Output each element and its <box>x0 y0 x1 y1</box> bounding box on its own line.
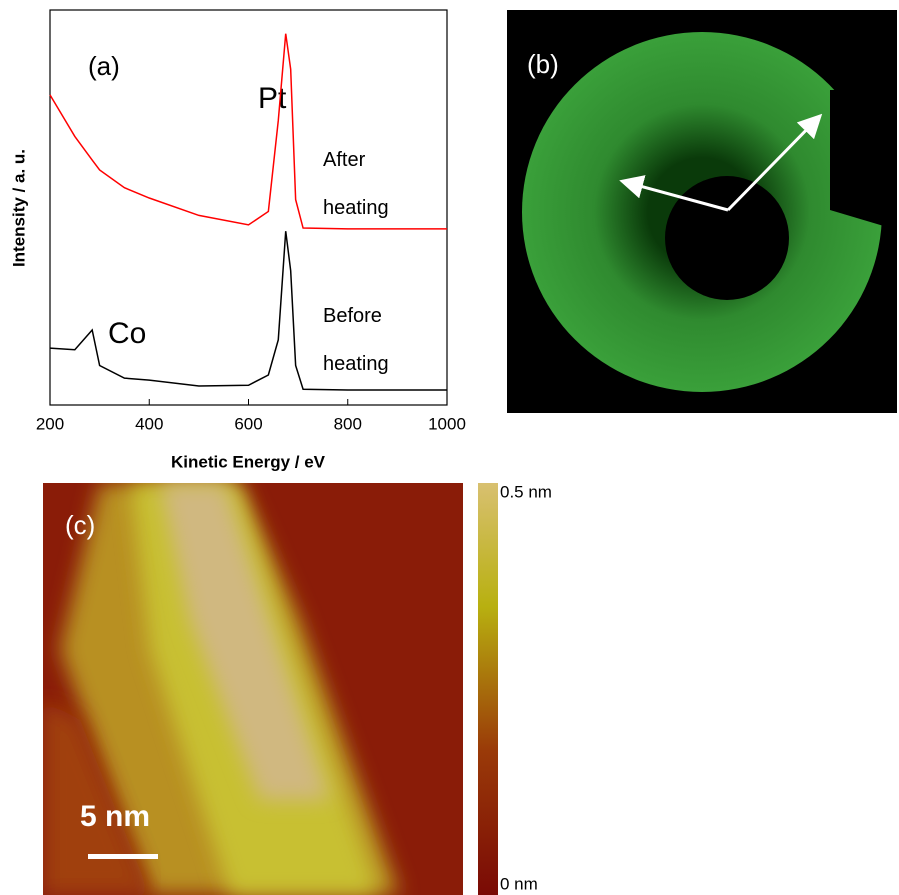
series-label: Before heating <box>323 292 423 388</box>
panel-label: (b) <box>527 49 559 79</box>
y-axis-label: Intensity / a. u. <box>9 149 28 267</box>
x-tick-label: 600 <box>234 414 262 433</box>
peak-label: Co <box>108 317 146 350</box>
gun-shadow <box>665 176 789 300</box>
panel-label: (c) <box>65 510 95 540</box>
spectrum-plot: Kinetic Energy / eV Intensity / a. u. (a… <box>9 10 465 471</box>
colorbar-label: 0 nm <box>500 874 538 893</box>
panel-label: (a) <box>88 51 120 81</box>
x-tick-label: 1000 <box>428 414 466 433</box>
stm-panel: (c) 5 nm 0.5 nm 0 nm <box>43 482 552 895</box>
x-tick-label: 800 <box>334 414 362 433</box>
scale-bar <box>88 854 158 859</box>
leed-panel: (b) <box>507 10 897 413</box>
figure: Kinetic Energy / eV Intensity / a. u. (a… <box>0 0 899 895</box>
series-label: After heating <box>323 136 423 232</box>
colorbar-label: 0.5 nm <box>500 482 552 501</box>
colorbar <box>478 483 498 895</box>
chart: Kinetic Energy / eV Intensity / a. u. (a… <box>0 0 899 895</box>
peak-label: Pt <box>258 82 287 115</box>
scale-bar-label: 5 nm <box>80 800 150 833</box>
x-tick-label: 200 <box>36 414 64 433</box>
x-axis-label: Kinetic Energy / eV <box>171 452 326 471</box>
x-tick-label: 400 <box>135 414 163 433</box>
